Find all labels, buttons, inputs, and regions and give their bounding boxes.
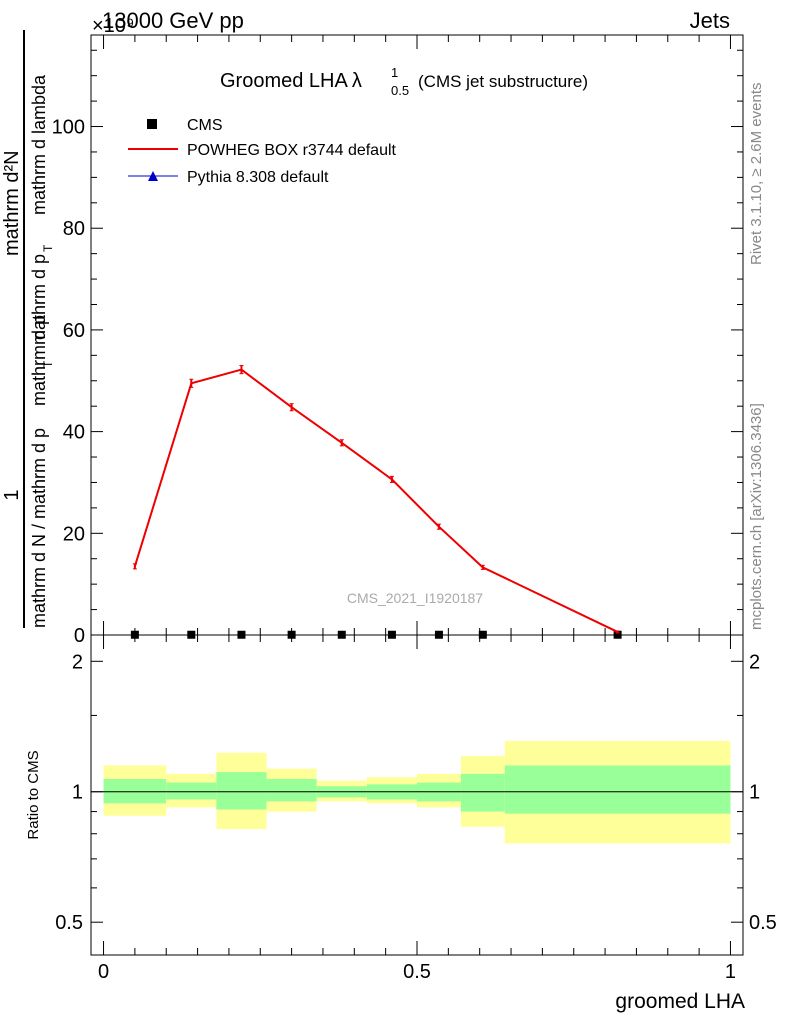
ratio-y-tick-label-right: 0.5: [749, 912, 777, 934]
legend-powheg-label: POWHEG BOX r3744 default: [187, 142, 397, 159]
plot-title-sup: 1: [391, 65, 398, 80]
ratio-inner-band: [216, 772, 267, 810]
ratio-y-tick-label: 2: [72, 651, 83, 673]
main-y-tick-label: 60: [63, 320, 85, 342]
ratio-y-tick-label-right: 2: [749, 651, 760, 673]
ratio-inner-band: [504, 765, 731, 814]
legend-cms-label: CMS: [187, 117, 223, 134]
ylabel-upper-1: mathrm d p: [29, 254, 49, 345]
jets-label: Jets: [690, 8, 730, 33]
main-y-tick-label: 40: [63, 422, 85, 444]
ratio-y-tick-label: 0.5: [55, 912, 83, 934]
ylabel-upper-sub: T: [41, 244, 55, 252]
ratio-y-ticks: 0.5 0.5 1 1 2 2: [55, 651, 777, 934]
collision-label: 13000 GeV pp: [102, 8, 244, 33]
x-axis-label: groomed LHA: [615, 990, 745, 1013]
main-panel: 0 20 40 60 80 100 Groomed LHA λ 1 0.5 (CMS jet…: [1, 30, 744, 647]
main-y-tick-label: 0: [74, 625, 85, 647]
ylabel-lower-sub: T: [41, 360, 55, 368]
exponent-label: ×10⁹: [92, 15, 135, 37]
ratio-inner-band: [166, 782, 217, 800]
x-tick-label: 0.5: [403, 961, 431, 983]
ratio-y-axis-label: Ratio to CMS: [25, 750, 42, 839]
x-tick-label: 0: [98, 961, 109, 983]
plot-title: Groomed LHA λ: [220, 70, 362, 92]
ylabel-upper-2: mathrm d lambda: [29, 74, 49, 215]
mcplots-label: mcplots.cern.ch [arXiv:1306.3436]: [748, 403, 765, 630]
rivet-label: Rivet 3.1.10, ≥ 2.6M events: [748, 83, 765, 266]
ratio-y-tick-label: 1: [72, 782, 83, 804]
analysis-watermark: CMS_2021_I1920187: [347, 590, 483, 606]
x-axis-ticks: 0 0.5 1: [98, 35, 736, 983]
plot-title-sub: 0.5: [391, 83, 409, 98]
ratio-panel: 0.5 0.51 12 2 0 0.5 1 Ratio to CMS groomed LH…: [25, 35, 777, 1013]
legend-pythia-label: Pythia 8.308 default: [187, 169, 329, 186]
ratio-y-tick-label-right: 1: [749, 782, 760, 804]
plot-title-suffix: (CMS jet substructure): [418, 72, 588, 91]
ylabel-numerator: mathrm d²N: [1, 150, 23, 256]
ratio-inner-band: [460, 773, 505, 812]
ylabel-lower-num: 1: [1, 489, 23, 500]
ylabel-lower-den: mathrm d N / mathrm d p: [29, 428, 49, 628]
main-y-tick-label: 80: [63, 218, 85, 240]
main-y-axis-label: 1 mathrm d N / mathrm d p mathrm d p T m…: [1, 30, 55, 628]
ratio-uncertainty-bands: [91, 740, 743, 844]
main-y-tick-label: 20: [63, 523, 85, 545]
ylabel-lower-den-2: mathrm d p: [29, 315, 49, 406]
ratio-inner-band: [266, 779, 317, 802]
legend-cms-marker: [147, 119, 157, 129]
ratio-inner-band: [103, 779, 167, 804]
main-y-ticks: 0 20 40 60 80 100: [52, 49, 743, 647]
legend-pythia-marker: [148, 171, 158, 181]
main-y-tick-label: 100: [52, 117, 85, 139]
x-tick-label: 1: [725, 961, 736, 983]
legend: CMS POWHEG BOX r3744 default Pythia 8.30…: [128, 117, 397, 186]
